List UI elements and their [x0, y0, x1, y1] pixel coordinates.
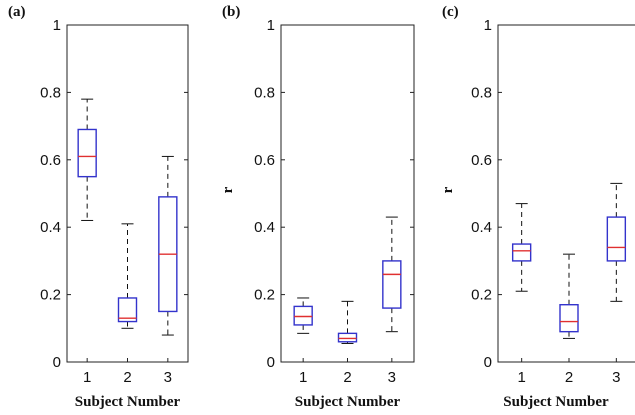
y-tick-label: 1	[267, 17, 275, 34]
y-tick-label: 0.2	[471, 287, 492, 304]
y-axis-title: r	[220, 186, 236, 193]
x-axis-title: Subject Number	[295, 394, 401, 410]
box-2	[559, 253, 579, 339]
x-tick-label: 2	[123, 369, 131, 386]
y-tick-label: 0.6	[254, 152, 275, 169]
y-axis-title: r	[440, 186, 456, 193]
box-2	[117, 223, 138, 329]
x-tick-label: 2	[343, 369, 351, 386]
box-iqr	[117, 297, 138, 323]
x-axis-title: Subject Number	[75, 394, 181, 410]
x-tick-label: 2	[565, 369, 573, 386]
y-tick-label: 0	[267, 354, 275, 371]
y-tick-label: 0.6	[40, 152, 61, 169]
x-axis-title: Subject Number	[503, 394, 609, 410]
box-2	[337, 300, 358, 344]
x-tick-label: 1	[299, 369, 307, 386]
y-tick-label: 0.2	[254, 287, 275, 304]
x-tick-label: 3	[164, 369, 172, 386]
panel-1: (a) 0 0.2 0.4 0.6 0.8 1 1 2 3 Subject Number	[8, 4, 189, 410]
y-tick-label: 1	[53, 17, 61, 34]
box-3	[382, 216, 402, 333]
panel-2: (b) 0 0.2 0.4 0.6 0.8 1 1 2 3 Subject Number r	[220, 4, 415, 410]
y-tick-label: 0	[484, 354, 492, 371]
box-1	[511, 203, 532, 292]
y-tick-label: 1	[484, 17, 492, 34]
y-tick-label: 0.8	[40, 84, 61, 101]
box-iqr	[77, 128, 97, 178]
box-3	[158, 155, 178, 336]
panel-label: (b)	[222, 4, 240, 20]
box-iqr	[293, 305, 313, 326]
box-iqr	[559, 304, 579, 333]
panel-label: (a)	[8, 4, 26, 20]
box-1	[293, 297, 313, 334]
x-tick-label: 1	[83, 369, 91, 386]
y-tick-label: 0.4	[40, 219, 61, 236]
box-3	[606, 182, 627, 302]
box-iqr	[606, 216, 627, 262]
box-iqr	[382, 260, 402, 309]
y-tick-label: 0.4	[254, 219, 275, 236]
axes-frame	[497, 24, 635, 363]
y-tick-label: 0.8	[471, 84, 492, 101]
panel-label: (c)	[442, 4, 459, 20]
x-tick-label: 1	[517, 369, 525, 386]
y-tick-label: 0	[53, 354, 61, 371]
y-tick-label: 0.6	[471, 152, 492, 169]
x-tick-label: 3	[612, 369, 620, 386]
x-tick-label: 3	[388, 369, 396, 386]
box-1	[77, 98, 97, 221]
box-iqr	[511, 243, 532, 262]
y-tick-label: 0.8	[254, 84, 275, 101]
box-iqr	[337, 332, 358, 343]
y-tick-label: 0.4	[471, 219, 492, 236]
y-tick-label: 0.2	[40, 287, 61, 304]
